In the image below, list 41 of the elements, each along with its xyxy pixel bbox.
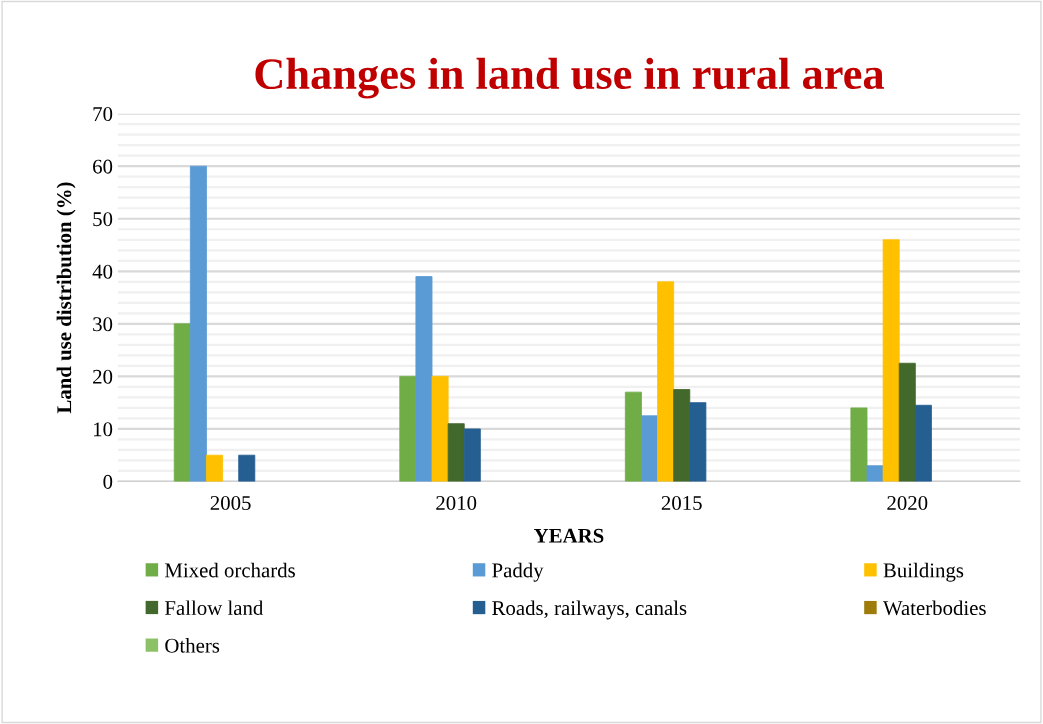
y-tick-label: 10 [94, 422, 113, 437]
legend-label: Buildings [883, 562, 964, 582]
bar [399, 375, 417, 482]
bar [689, 402, 707, 482]
bar [463, 428, 481, 482]
bar [431, 375, 449, 482]
x-tick-label: 2005 [210, 495, 251, 511]
bar [238, 454, 256, 482]
legend-label: Others [165, 638, 220, 653]
y-tick-label: 30 [93, 317, 113, 332]
x-tick-label: 2020 [887, 495, 928, 511]
chart-title: Changes in land use in rural area [255, 57, 884, 99]
bar [673, 389, 691, 482]
bar [415, 276, 433, 482]
y-tick-label: 70 [93, 107, 113, 122]
y-axis-title: Land use distribution (%) [56, 182, 76, 414]
bar [447, 423, 465, 482]
bar [641, 415, 658, 482]
legend-label: Waterbodies [882, 600, 986, 616]
bar [850, 407, 868, 482]
x-axis-title: YEARS [534, 528, 604, 543]
y-tick-label: 60 [93, 159, 113, 174]
bar [914, 404, 932, 482]
y-tick-label: 50 [93, 212, 113, 227]
y-tick-label: 40 [92, 264, 113, 279]
bar [206, 454, 223, 482]
bar [882, 239, 900, 482]
x-tick-label: 2010 [436, 495, 477, 511]
bar [173, 323, 191, 482]
y-tick-label: 0 [103, 474, 113, 489]
x-tick-label: 2015 [661, 495, 702, 511]
bar [657, 281, 675, 482]
bar [898, 362, 916, 482]
legend-label: Fallow land [164, 600, 264, 616]
bar [189, 165, 207, 482]
legend-label: Paddy [492, 562, 544, 582]
y-tick-label: 20 [93, 369, 113, 384]
bar [624, 391, 642, 482]
legend-label: Mixed orchards [164, 562, 295, 578]
bar [866, 465, 884, 482]
legend-label: Roads, railways, canals [492, 600, 687, 620]
